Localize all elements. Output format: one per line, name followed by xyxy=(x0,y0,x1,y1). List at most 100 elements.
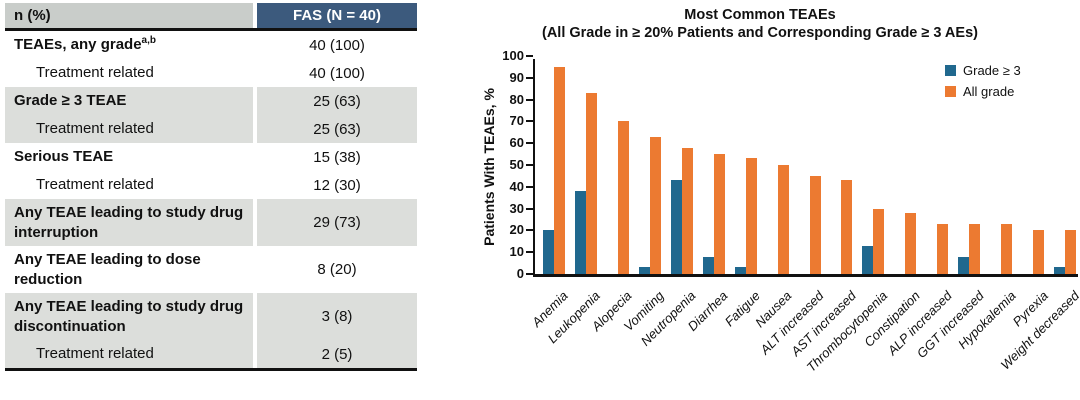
row-label-text: Treatment related xyxy=(36,176,154,193)
x-tick-label: Neutropenia xyxy=(637,288,699,349)
footnote-marker: a,b xyxy=(141,35,156,46)
row-label: Treatment related xyxy=(5,171,253,199)
bar-grade3 xyxy=(543,230,554,274)
x-tick-label: Nausea xyxy=(752,288,795,331)
bar-all-grade xyxy=(905,212,917,274)
y-tick-label: 20 xyxy=(509,222,524,238)
y-tick-mark xyxy=(526,76,533,79)
column-divider xyxy=(253,340,257,368)
teae-summary-table: n (%) FAS (N = 40) TEAEs, any gradea,b 40… xyxy=(5,3,417,371)
x-tick-label: Fatigue xyxy=(721,288,763,330)
row-label: Treatment related xyxy=(5,340,253,368)
bar-group xyxy=(791,59,823,274)
bar-all-grade xyxy=(649,136,661,274)
bar-group xyxy=(631,59,663,274)
bar-group xyxy=(822,59,854,274)
x-tick-label: Thrombocytopenia xyxy=(803,288,891,375)
legend-swatch xyxy=(945,65,956,76)
y-tick-label: 10 xyxy=(509,244,524,260)
bar-group xyxy=(535,59,567,274)
bar-grade3 xyxy=(670,180,682,274)
row-label-text: Grade ≥ 3 TEAE xyxy=(14,92,127,109)
row-label: TEAEs, any gradea,b xyxy=(5,31,253,59)
column-divider xyxy=(253,59,257,87)
row-label-text: Treatment related xyxy=(36,345,154,362)
y-tick-label: 70 xyxy=(509,113,524,129)
bar-grade3 xyxy=(862,245,874,274)
table-row: Treatment related 25 (63) xyxy=(5,115,417,143)
bar-all-grade xyxy=(713,154,725,274)
table-header-row: n (%) FAS (N = 40) xyxy=(5,3,417,31)
bar-pair xyxy=(862,208,885,274)
bar-group xyxy=(982,59,1014,274)
x-tick-label: Anemia xyxy=(528,288,571,330)
y-tick-mark xyxy=(526,185,533,188)
y-tick-label: 40 xyxy=(509,178,524,194)
bar-pair xyxy=(670,147,693,274)
bar-grade3 xyxy=(1054,267,1065,274)
bar-pair xyxy=(702,154,725,274)
column-divider xyxy=(253,31,257,59)
bar-all-grade xyxy=(841,180,853,274)
bar-group xyxy=(854,59,886,274)
x-axis-labels: Anemia Leukopenia Alopecia Vomiting Neutrope… xyxy=(529,274,1080,375)
teae-bar-chart: Most Common TEAEs (All Grade in ≥ 20% Pa… xyxy=(440,0,1080,400)
bar-group xyxy=(599,59,631,274)
column-divider xyxy=(253,3,257,28)
bar-pair xyxy=(574,93,597,274)
x-tick-label: Constipation xyxy=(860,288,923,350)
y-tick-mark xyxy=(526,273,533,275)
table-row: Treatment related 2 (5) xyxy=(5,340,417,368)
x-tick-label: Leukopenia xyxy=(544,288,603,347)
bar-pair xyxy=(543,66,565,274)
bar-all-grade xyxy=(554,66,565,274)
row-label: Treatment related xyxy=(5,59,253,87)
bar-pair xyxy=(1054,230,1076,274)
x-tick-label: Weight decreased xyxy=(998,288,1080,373)
row-label-text: Any TEAE leading to dose reduction xyxy=(14,250,201,288)
bar-all-grade xyxy=(585,93,597,274)
column-divider xyxy=(253,87,257,115)
bar-all-grade xyxy=(809,175,821,274)
y-tick-label: 30 xyxy=(509,200,524,216)
y-tick-mark xyxy=(526,55,533,57)
row-value: 2 (5) xyxy=(257,340,417,368)
y-tick-label: 80 xyxy=(509,91,524,107)
row-label-text: Treatment related xyxy=(36,120,154,137)
bar-pair xyxy=(926,223,949,274)
bar-all-grade xyxy=(745,158,757,274)
bar-all-grade xyxy=(777,165,789,274)
row-label: Any TEAE leading to dose reduction xyxy=(5,246,253,293)
bar-all-grade xyxy=(873,208,885,274)
bar-grade3 xyxy=(958,256,970,274)
table-row: Treatment related 12 (30) xyxy=(5,171,417,199)
table-row: Any TEAE leading to dose reduction 8 (20) xyxy=(5,246,417,293)
table-row: TEAEs, any gradea,b 40 (100) xyxy=(5,31,417,59)
bar-pair xyxy=(894,212,917,274)
table-row: Any TEAE leading to study drug discontin… xyxy=(5,293,417,340)
x-tick-label: Vomiting xyxy=(620,288,667,335)
row-label-text: TEAEs, any gradea,b xyxy=(14,35,156,54)
y-tick-label: 90 xyxy=(509,69,524,85)
bar-pair xyxy=(607,121,629,274)
bar-grade3 xyxy=(702,256,714,274)
x-tick-label: Alopecia xyxy=(588,288,635,334)
x-tick-label: Pyrexia xyxy=(1009,288,1051,330)
column-divider xyxy=(253,246,257,293)
y-tick-mark xyxy=(526,251,533,254)
bar-grade3 xyxy=(734,267,746,274)
row-label: Serious TEAE xyxy=(5,143,253,171)
chart-title: Most Common TEAEs xyxy=(684,7,836,23)
row-value: 40 (100) xyxy=(309,64,365,82)
row-value: 25 (63) xyxy=(257,115,417,143)
bar-group xyxy=(727,59,759,274)
x-tick-label: Diarrhea xyxy=(684,288,731,334)
bar-group xyxy=(567,59,599,274)
x-tick-label: ALT increased xyxy=(757,288,827,358)
bar-group xyxy=(886,59,918,274)
table-body: TEAEs, any gradea,b 40 (100) Treatment rel… xyxy=(5,31,417,371)
x-tick-label: GGT increased xyxy=(913,288,987,361)
bar-pair xyxy=(830,180,853,274)
y-tick-mark xyxy=(526,98,533,101)
